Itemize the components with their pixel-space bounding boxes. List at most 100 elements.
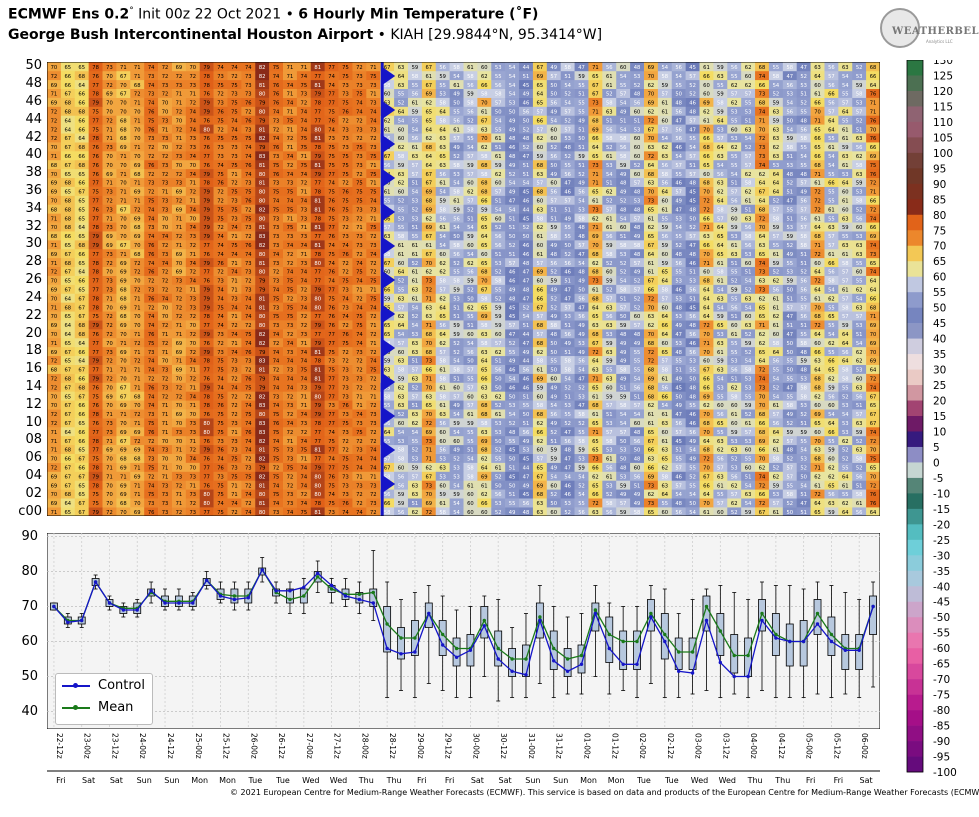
heatmap-cell-value: 71 — [134, 492, 141, 498]
heatmap-cell — [130, 231, 145, 241]
heatmap-cell-value: 70 — [870, 448, 877, 454]
heatmap-cell — [810, 480, 825, 490]
heatmap-cells: 71 65 67 79 72 70 69 76 73 72 73 77 75 72 74 80 73 74 75 81… — [47, 62, 880, 516]
heatmap-cell-value: 65 — [481, 305, 488, 311]
heatmap-cell — [241, 382, 256, 392]
heatmap-cell — [755, 293, 770, 303]
heatmap-cell — [574, 480, 589, 490]
heatmap-cell-value: 54 — [412, 305, 419, 311]
heatmap-cell-value: 52 — [412, 261, 419, 267]
heatmap-cell-value: 49 — [523, 483, 530, 489]
heatmap-cell-value: 66 — [78, 403, 85, 409]
heatmap-cell-value: 47 — [564, 430, 571, 436]
heatmap-cell-value: 68 — [78, 332, 85, 338]
heatmap-cell-value: 57 — [537, 261, 544, 267]
heatmap-cell — [546, 453, 561, 463]
heatmap-cell-value: 55 — [467, 377, 474, 383]
heatmap-cell-value: 64 — [78, 270, 85, 276]
heatmap-cell — [741, 275, 756, 285]
heatmap-cell — [852, 453, 867, 463]
heatmap-cell-value: 66 — [870, 296, 877, 302]
heatmap-cell — [796, 364, 811, 374]
heatmap-cell-value: 73 — [245, 359, 252, 365]
heatmap-cell-value: 71 — [51, 439, 58, 445]
heatmap-cell-value: 73 — [287, 234, 294, 240]
heatmap-cell-value: 73 — [759, 154, 766, 160]
heatmap-cell — [546, 240, 561, 250]
heatmap-cell-value: 69 — [870, 341, 877, 347]
heatmap-cell-value: 72 — [134, 207, 141, 213]
heatmap-cell — [324, 346, 339, 357]
heatmap-cell — [366, 471, 381, 481]
heatmap-cell — [283, 257, 298, 268]
heatmap-cell-value: 71 — [106, 439, 113, 445]
heatmap-cell-value: 73 — [106, 225, 113, 231]
heatmap-cell-value: 61 — [842, 483, 849, 489]
heatmap-cell-value: 54 — [717, 163, 724, 169]
heatmap-cell-value: 47 — [578, 377, 585, 383]
heatmap-cell-value: 50 — [800, 474, 807, 480]
heatmap-cell-value: 73 — [287, 350, 294, 356]
heatmap-cell — [532, 444, 548, 454]
heatmap-cell — [463, 293, 478, 303]
heatmap-cell — [505, 453, 520, 463]
heatmap-cell-value: 52 — [509, 243, 516, 249]
heatmap-cell — [199, 284, 214, 294]
heatmap-cell — [255, 426, 270, 437]
heatmap-cell — [699, 320, 714, 330]
heatmap-cell-value: 69 — [120, 430, 127, 436]
heatmap-cell-value: 76 — [245, 377, 252, 383]
heatmap-cell — [421, 364, 437, 374]
heatmap-cell-value: 56 — [564, 261, 571, 267]
heatmap-cell-value: 64 — [773, 181, 780, 187]
heatmap-cell — [47, 337, 62, 348]
heatmap-cell — [352, 507, 367, 516]
heatmap-cell — [352, 418, 367, 428]
heatmap-cell-value: 59 — [620, 483, 627, 489]
heatmap-cell — [283, 275, 298, 285]
heatmap-cell-value: 49 — [620, 350, 627, 356]
heatmap-cell — [366, 391, 381, 401]
heatmap-cell — [755, 435, 770, 446]
heatmap-cell — [519, 382, 534, 392]
heatmap-cell-value: 69 — [106, 172, 113, 178]
heatmap-cell-value: 57 — [675, 483, 682, 489]
heatmap-cell — [60, 453, 76, 463]
heatmap-cell-value: 58 — [537, 359, 544, 365]
heatmap-cell — [296, 320, 312, 330]
heatmap-cell-value: 70 — [120, 510, 127, 516]
heatmap-cell-value: 79 — [259, 350, 266, 356]
heatmap-cell-value: 57 — [467, 368, 474, 374]
heatmap-cell — [532, 240, 548, 250]
heatmap-cell-value: 82 — [259, 207, 266, 213]
heatmap-cell-value: 69 — [51, 287, 58, 293]
heatmap-cell-value: 64 — [425, 163, 432, 169]
heatmap-cell — [213, 400, 228, 410]
heatmap-cell-value: 46 — [523, 198, 530, 204]
heatmap-cell-value: 52 — [453, 341, 460, 347]
heatmap-cell — [185, 275, 201, 285]
heatmap-cell — [171, 337, 187, 348]
heatmap-cell — [255, 275, 270, 285]
heatmap-cell-value: 63 — [439, 412, 446, 418]
heatmap-cell-value: 67 — [703, 474, 710, 480]
heatmap-cell — [741, 329, 756, 339]
heatmap-cell-value: 54 — [578, 368, 585, 374]
heatmap-cell-value: 72 — [189, 350, 196, 356]
heatmap-cell-value: 72 — [301, 287, 308, 293]
heatmap-cell-value: 52 — [564, 421, 571, 427]
heatmap-cell — [532, 426, 548, 437]
heatmap-cell-value: 63 — [662, 154, 669, 160]
heatmap-cell-value: 54 — [467, 457, 474, 463]
heatmap-cell-value: 60 — [481, 252, 488, 258]
heatmap-cell — [727, 311, 742, 321]
heatmap-cell — [532, 453, 548, 463]
heatmap-cell-value: 70 — [759, 457, 766, 463]
heatmap-cell-value: 65 — [662, 270, 669, 276]
heatmap-cell-value: 61 — [773, 510, 780, 516]
heatmap-cell-value: 57 — [467, 198, 474, 204]
heatmap-cell — [866, 471, 880, 481]
heatmap-cell — [588, 240, 603, 250]
heatmap-cell-value: 73 — [106, 252, 113, 258]
heatmap-cell — [144, 337, 159, 348]
